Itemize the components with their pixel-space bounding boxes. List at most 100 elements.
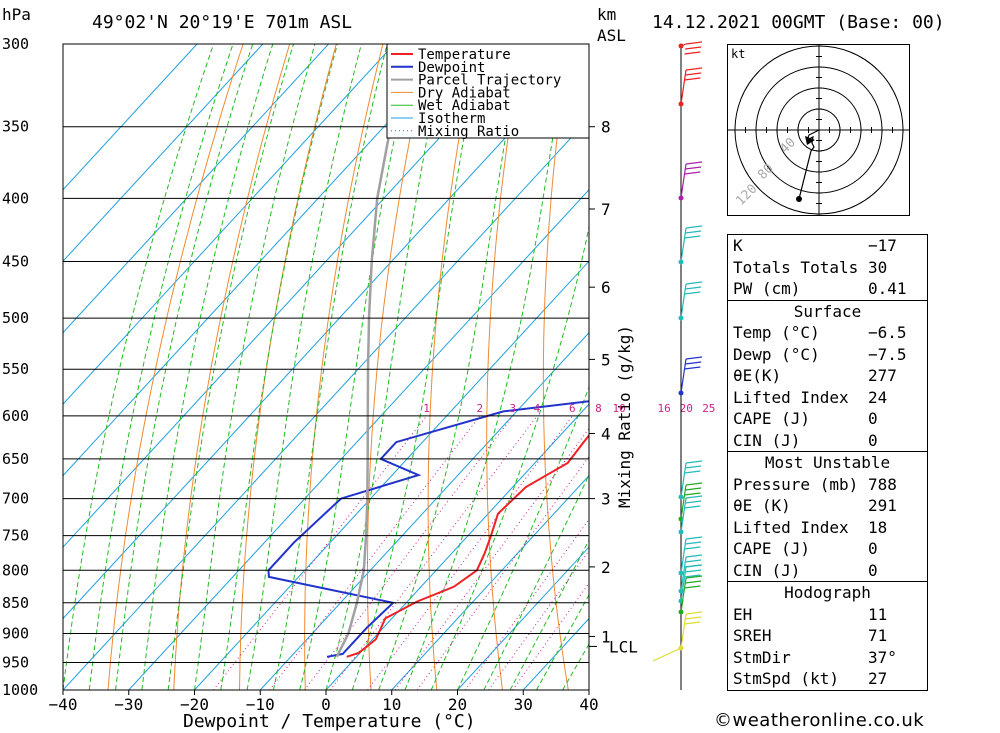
wind-barb-flag xyxy=(685,161,703,165)
wind-barb-flag xyxy=(685,281,703,285)
x-tick-label: 40 xyxy=(579,695,598,714)
wet-adiabat-line xyxy=(194,44,316,690)
dry-adiabat-line xyxy=(989,44,1000,690)
wind-barb-flag xyxy=(684,492,701,496)
mixing-ratio-line xyxy=(512,582,589,690)
mixing-ratio-labels: 1 2 3 4 6 8 10 16 20 25 xyxy=(423,402,715,415)
pressure-tick-label: 650 xyxy=(2,450,29,468)
height-tick-label: 3 xyxy=(601,490,611,509)
wet-adiabat-line xyxy=(535,593,589,690)
surface-row: CIN (J) 0 xyxy=(728,430,927,452)
pressure-tick-label: 950 xyxy=(2,653,29,671)
mixing-ratio-label: 8 xyxy=(595,402,602,415)
wind-barb-staff xyxy=(680,283,687,319)
pressure-tick-label: 900 xyxy=(2,624,29,642)
wind-barb-flag xyxy=(685,575,703,579)
wind-barb-flag xyxy=(684,171,701,175)
mu-row: Lifted Index 18 xyxy=(728,517,927,539)
mixing-ratio-label: 10 xyxy=(612,402,625,415)
index-label: SREH xyxy=(733,626,772,645)
wind-barb-flag xyxy=(685,487,702,491)
height-tick-label: 6 xyxy=(601,278,611,297)
wind-barb-flag xyxy=(685,541,702,545)
plot-border xyxy=(62,43,590,691)
pressure-tick-label: 850 xyxy=(2,594,29,612)
surface-row: Lifted Index 24 xyxy=(728,387,927,409)
wind-barb-staff xyxy=(680,566,687,602)
mixing-ratio-label: 20 xyxy=(680,402,693,415)
index-value: 37° xyxy=(868,647,897,667)
index-label: PW (cm) xyxy=(733,279,801,298)
mixing-ratio-label: 3 xyxy=(509,402,516,415)
axes: 3003504004505005506006507007508008509009… xyxy=(2,35,638,714)
wind-barb-staff xyxy=(680,577,687,613)
wind-barb-flag xyxy=(684,574,701,578)
index-row-pw: PW (cm) 0.41 xyxy=(728,278,927,300)
hodo-row: StmDir 37° xyxy=(728,647,927,669)
pressure-tick-label: 400 xyxy=(2,189,29,207)
index-value: 24 xyxy=(868,387,888,407)
hodograph-section: Hodograph EH 11 SREH 71 StmDir 37° StmSpd (… xyxy=(728,581,927,690)
index-value: 0.41 xyxy=(868,279,907,298)
isotherm-line xyxy=(63,44,198,191)
wind-barb-flag xyxy=(685,554,703,558)
x-tick-label: 10 xyxy=(382,695,401,714)
wind-barb-flag xyxy=(685,225,703,229)
dry-adiabat-line xyxy=(942,44,1000,690)
isotherm-line xyxy=(391,474,589,690)
x-tick-label: 0 xyxy=(321,695,331,714)
plot-series xyxy=(267,44,589,658)
index-value: 30 xyxy=(868,257,888,277)
height-tick-label: 5 xyxy=(601,350,611,369)
surface-row: Temp (°C) −6.5 xyxy=(728,322,927,344)
wind-barb-staff xyxy=(680,163,687,199)
wind-barb-flag xyxy=(685,580,702,584)
index-row-k: K −17 xyxy=(728,235,927,257)
wet-adiabat-line xyxy=(430,224,589,690)
location-title: 49°02'N 20°19'E 701m ASL xyxy=(92,12,352,33)
wind-barb-flag xyxy=(685,286,702,290)
wind-barb-staff xyxy=(680,556,687,592)
isotherm-line xyxy=(457,546,589,690)
index-label: StmDir xyxy=(733,647,791,667)
surface-section: Surface Temp (°C) −6.5 Dewp (°C) −7.5 θE(K… xyxy=(728,299,927,452)
mixing-ratio-line xyxy=(488,549,589,690)
pressure-tick-label: 700 xyxy=(2,490,29,508)
index-value: 0 xyxy=(868,539,878,558)
mu-row: CIN (J) 0 xyxy=(728,560,927,582)
wind-barb-flag xyxy=(685,569,702,573)
height-unit-label: km xyxy=(597,5,616,24)
height-tick-label: 8 xyxy=(601,118,611,137)
wind-barb-staff xyxy=(680,358,687,394)
mixing-ratio-label: 6 xyxy=(569,402,576,415)
wind-profile xyxy=(652,41,703,690)
pressure-tick-label: 300 xyxy=(2,35,29,53)
wind-barb-flag xyxy=(684,585,701,589)
hodo-row: StmSpd (kt) 27 xyxy=(728,668,927,690)
series-temperature xyxy=(346,433,589,658)
wind-barb-flag xyxy=(684,291,701,295)
index-value: 0 xyxy=(868,409,878,428)
wind-barb-flag xyxy=(685,559,702,563)
wind-barb-flag xyxy=(685,72,702,76)
x-tick-label: −40 xyxy=(49,695,78,714)
index-label: EH xyxy=(733,604,753,624)
hodograph-trace xyxy=(796,129,820,202)
surface-row: θE(K) 277 xyxy=(728,365,927,387)
wind-barb-flag xyxy=(684,470,701,474)
index-label: CAPE (J) xyxy=(733,409,811,428)
wind-barb-staff xyxy=(680,613,687,649)
isotherm-line xyxy=(63,44,329,334)
isotherm-line xyxy=(63,44,461,477)
index-value: 291 xyxy=(868,496,897,515)
legend-entry: Dry Adiabat xyxy=(418,85,511,101)
pressure-unit-label: hPa xyxy=(2,5,31,24)
index-label: θE(K) xyxy=(733,366,782,385)
wet-adiabat-line xyxy=(220,44,338,690)
wind-barb-flag xyxy=(685,41,703,45)
mu-row: θE (K) 291 xyxy=(728,495,927,517)
isotherm-line xyxy=(325,403,589,690)
most-unstable-section: Most Unstable Pressure (mb) 788 θE (K) 291… xyxy=(728,451,927,581)
x-tick-label: 20 xyxy=(448,695,467,714)
wind-barb-staff xyxy=(680,497,687,533)
